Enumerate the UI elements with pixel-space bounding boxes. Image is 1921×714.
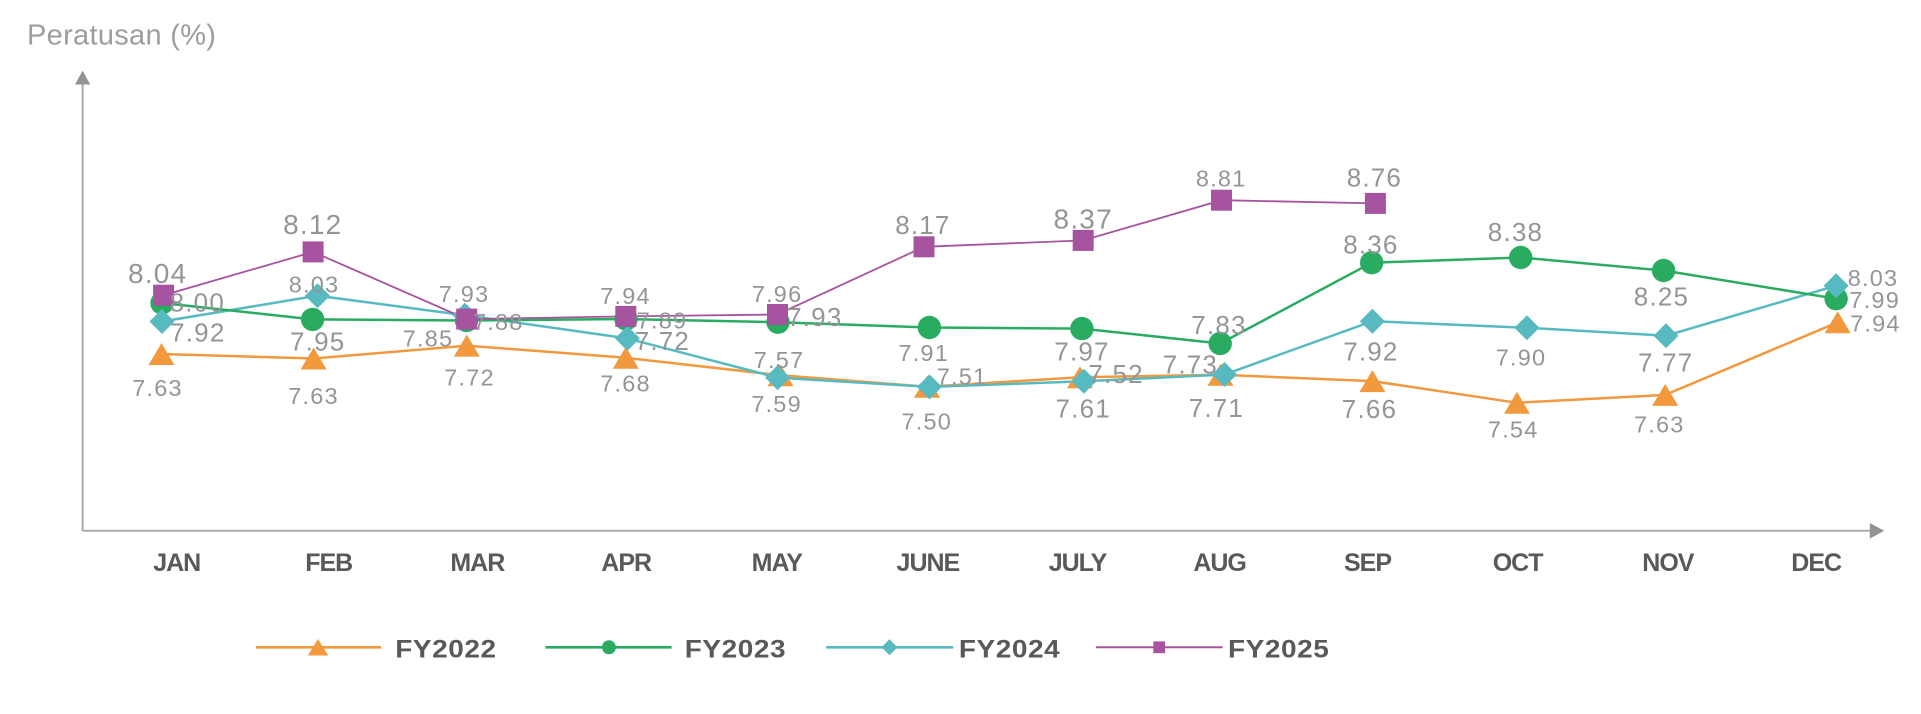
svg-text:7.83: 7.83 <box>1191 310 1246 340</box>
svg-text:8.17: 8.17 <box>895 210 950 240</box>
svg-text:8.37: 8.37 <box>1054 203 1113 234</box>
svg-text:MAR: MAR <box>450 549 505 577</box>
svg-text:FY2024: FY2024 <box>959 635 1060 663</box>
svg-text:7.68: 7.68 <box>600 371 651 397</box>
svg-text:AUG: AUG <box>1193 549 1246 577</box>
svg-text:7.51: 7.51 <box>937 364 988 390</box>
svg-text:7.92: 7.92 <box>1343 337 1398 367</box>
svg-text:SEP: SEP <box>1344 549 1391 577</box>
svg-text:7.90: 7.90 <box>1496 345 1547 371</box>
svg-text:8.03: 8.03 <box>289 272 340 298</box>
svg-text:FY2025: FY2025 <box>1228 635 1329 663</box>
svg-text:7.94: 7.94 <box>600 283 651 309</box>
svg-text:7.59: 7.59 <box>751 391 802 417</box>
svg-text:7.54: 7.54 <box>1488 417 1539 443</box>
svg-text:7.63: 7.63 <box>132 375 183 401</box>
svg-text:8.12: 8.12 <box>283 209 342 240</box>
svg-text:7.89: 7.89 <box>637 308 688 334</box>
svg-text:8.81: 8.81 <box>1196 166 1247 192</box>
svg-text:OCT: OCT <box>1493 549 1544 577</box>
svg-text:7.61: 7.61 <box>1055 394 1110 424</box>
svg-text:7.73: 7.73 <box>1163 350 1218 380</box>
svg-text:7.71: 7.71 <box>1189 393 1244 423</box>
svg-text:7.91: 7.91 <box>898 340 949 366</box>
svg-text:8.76: 8.76 <box>1347 163 1402 193</box>
svg-text:8.38: 8.38 <box>1488 217 1543 247</box>
svg-text:7.63: 7.63 <box>288 383 339 409</box>
svg-text:7.94: 7.94 <box>1850 310 1901 336</box>
svg-text:7.72: 7.72 <box>444 365 495 391</box>
svg-text:7.72: 7.72 <box>635 326 690 356</box>
svg-text:7.63: 7.63 <box>1634 412 1685 438</box>
svg-text:FY2022: FY2022 <box>395 635 496 663</box>
svg-text:APR: APR <box>601 549 652 577</box>
svg-text:7.66: 7.66 <box>1342 394 1397 424</box>
svg-text:DEC: DEC <box>1791 549 1842 577</box>
svg-text:8.36: 8.36 <box>1343 229 1398 259</box>
svg-text:8.04: 8.04 <box>128 258 187 289</box>
svg-text:7.88: 7.88 <box>473 309 524 335</box>
svg-text:7.85: 7.85 <box>403 326 454 352</box>
svg-text:JAN: JAN <box>153 549 200 577</box>
svg-text:7.93: 7.93 <box>439 281 490 307</box>
svg-text:8.00: 8.00 <box>170 287 225 317</box>
svg-text:MAY: MAY <box>752 549 804 577</box>
svg-text:NOV: NOV <box>1642 549 1695 577</box>
svg-text:FY2023: FY2023 <box>685 635 786 663</box>
svg-text:7.77: 7.77 <box>1638 348 1693 378</box>
svg-text:8.25: 8.25 <box>1634 282 1689 312</box>
svg-text:7.50: 7.50 <box>902 409 953 435</box>
svg-text:7.52: 7.52 <box>1088 359 1143 389</box>
svg-text:8.03: 8.03 <box>1848 265 1899 291</box>
svg-text:7.97: 7.97 <box>1054 337 1109 367</box>
svg-text:Peratusan (%): Peratusan (%) <box>27 20 216 52</box>
svg-text:7.96: 7.96 <box>752 281 803 307</box>
svg-text:7.92: 7.92 <box>170 318 225 348</box>
svg-text:JULY: JULY <box>1049 549 1108 577</box>
svg-text:JUNE: JUNE <box>897 549 960 577</box>
svg-text:7.99: 7.99 <box>1849 287 1900 313</box>
svg-text:7.93: 7.93 <box>787 302 842 332</box>
svg-text:7.95: 7.95 <box>290 327 345 357</box>
svg-text:FEB: FEB <box>305 549 352 577</box>
svg-text:7.57: 7.57 <box>754 347 805 373</box>
